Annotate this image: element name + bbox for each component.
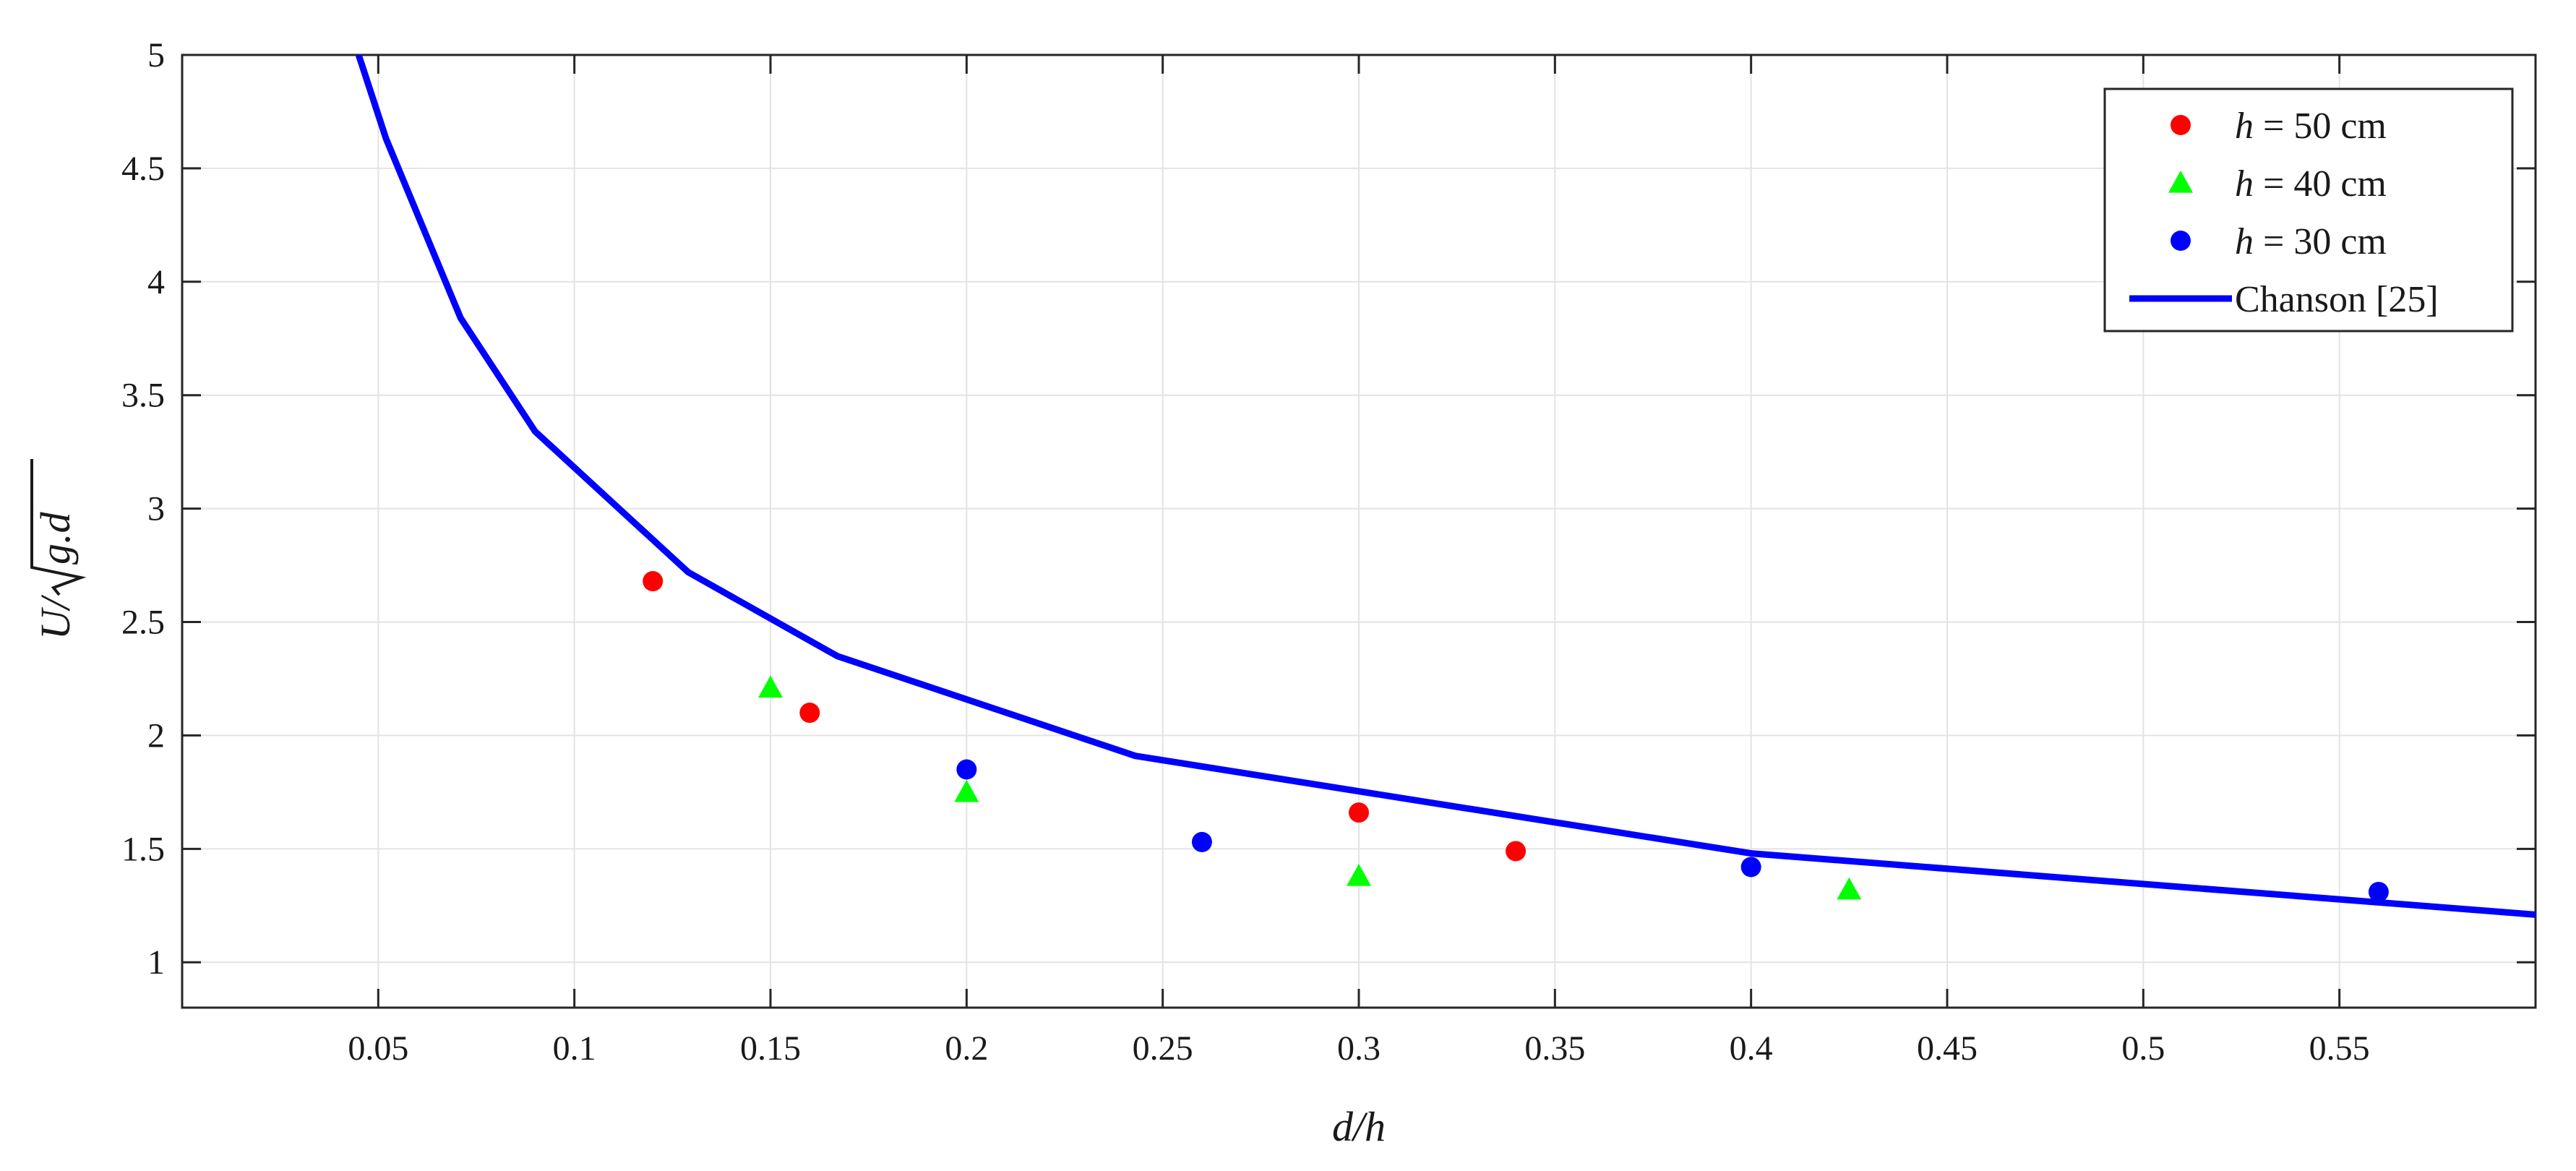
legend-entry-var: h [2235,221,2254,262]
y-axis-label-numerator: U/ [32,594,79,640]
legend-entry-label: Chanson [25] [2235,279,2439,320]
y-axis-label: U/g.d [30,459,87,640]
legend-circle-swatch [2171,115,2191,135]
x-tick-label: 0.1 [553,1029,596,1068]
x-tick-label: 0.45 [1917,1029,1978,1068]
y-tick-label: 1.5 [121,830,165,868]
x-tick-label: 0.05 [348,1029,408,1068]
x-tick-label: 0.35 [1524,1029,1585,1068]
data-point-triangle [1347,863,1371,886]
series-2 [758,675,1862,900]
series-line-chanson [355,55,2536,918]
x-tick-label: 0.5 [2121,1029,2165,1068]
legend-entry-value: = 40 cm [2254,163,2387,205]
data-point-circle [1349,802,1369,823]
series-1 [643,571,1527,862]
legend-circle-swatch [2171,231,2191,251]
data-point-circle [1506,841,1527,862]
y-tick-label: 4.5 [121,150,165,188]
legend-entry-var: h [2235,163,2254,205]
legend-entry-value: = 50 cm [2254,106,2387,147]
y-tick-label: 1 [147,943,165,982]
x-tick-label: 0.4 [1730,1029,1773,1068]
y-axis-label-radicand: g.d [32,512,79,565]
legend-entry-label: h = 50 cm [2235,106,2387,147]
data-point-circle [1191,831,1212,852]
y-tick-label: 3.5 [121,377,165,415]
x-tick-label: 0.55 [2309,1029,2370,1068]
data-point-circle [799,703,820,724]
y-tick-label: 5 [147,36,165,74]
legend-entry-label: h = 30 cm [2235,221,2387,262]
data-point-triangle [758,675,783,698]
x-tick-label: 0.25 [1133,1029,1193,1068]
series-4 [355,55,2536,918]
data-point-circle [643,571,664,592]
series-3 [956,759,2389,902]
data-point-circle [956,759,977,780]
x-tick-label: 0.3 [1337,1029,1381,1068]
y-tick-label: 4 [147,263,165,301]
series-layer [355,55,2536,918]
legend-triangle-swatch [2168,171,2193,193]
data-point-triangle [954,779,979,802]
y-tick-label: 2 [147,716,165,755]
y-tick-label: 2.5 [121,604,165,642]
x-axis-label: d/h [1332,1103,1386,1150]
data-point-circle [1740,857,1761,878]
legend-entry-value: = 30 cm [2254,221,2387,262]
axis-labels: d/h U/g.d [30,459,1386,1150]
legend-entry-var: h [2235,106,2254,147]
data-point-circle [2368,881,2389,902]
data-point-triangle [1837,877,1862,900]
y-tick-label: 3 [147,490,165,528]
x-tick-label: 0.2 [945,1029,988,1068]
radical-sign-icon [30,459,87,596]
legend-entry-label: h = 40 cm [2235,163,2387,205]
x-tick-label: 0.15 [740,1029,801,1068]
axes-layer: 0.05 0.1 0.15 0.2 0.25 0.3 0.35 0.4 0.45 0.5 0.55 1… [121,36,2537,1068]
